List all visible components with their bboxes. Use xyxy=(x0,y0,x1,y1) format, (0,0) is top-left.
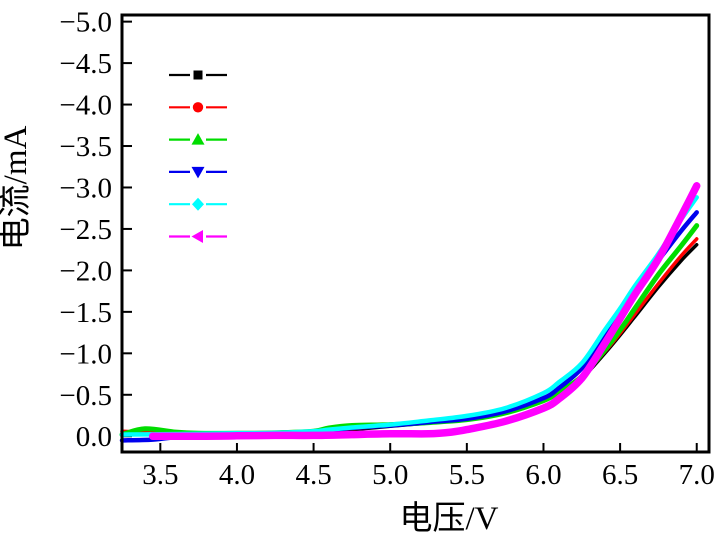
y-tick-label: −2.0 xyxy=(59,255,112,287)
curve-magenta-triangle-left xyxy=(148,182,701,440)
x-tick-label: 4.5 xyxy=(295,459,331,491)
plot-frame xyxy=(120,13,711,454)
y-tick-label: −3.0 xyxy=(59,172,112,204)
y-axis-title: 电流/mA xyxy=(0,125,34,250)
x-tick-label: 4.0 xyxy=(219,459,255,491)
y-tick-label: −5.0 xyxy=(59,7,112,39)
x-tick-label: 7.0 xyxy=(679,459,715,491)
y-tick-label: −0.5 xyxy=(59,380,112,412)
x-tick-label: 3.5 xyxy=(142,459,178,491)
legend-marker-square-icon xyxy=(193,70,203,80)
x-axis-title: 电压/V xyxy=(400,500,499,537)
x-tick-label: 5.5 xyxy=(449,459,485,491)
x-tick-label: 5.0 xyxy=(372,459,408,491)
x-tick-label: 6.0 xyxy=(525,459,561,491)
legend-marker-triangle-left-icon xyxy=(191,230,203,243)
legend-marker-diamond-icon xyxy=(192,197,204,211)
curve-blue-triangle-down xyxy=(119,210,699,443)
curve-cyan-diamond xyxy=(119,195,699,437)
legend-marker-triangle-down-icon xyxy=(191,166,205,179)
y-tick-label: −3.5 xyxy=(59,131,112,163)
y-tick-label: 0.0 xyxy=(76,421,112,453)
legend-marker-circle-icon xyxy=(192,102,204,113)
y-tick-label: −2.5 xyxy=(59,214,112,246)
y-tick-label: −1.5 xyxy=(59,297,112,329)
y-tick-label: −4.5 xyxy=(59,48,112,80)
x-tick-label: 6.5 xyxy=(602,459,638,491)
plot-generated-content: 3.5 4.0 4.5 5.0 5.5 6.0 6.5 7.0 −5.0 −4.5 −4.0 −3.5… xyxy=(59,7,714,491)
y-tick-label: −4.0 xyxy=(59,90,112,122)
y-tick-label: −1.0 xyxy=(59,338,112,370)
legend-marker-triangle-up-icon xyxy=(191,133,205,145)
